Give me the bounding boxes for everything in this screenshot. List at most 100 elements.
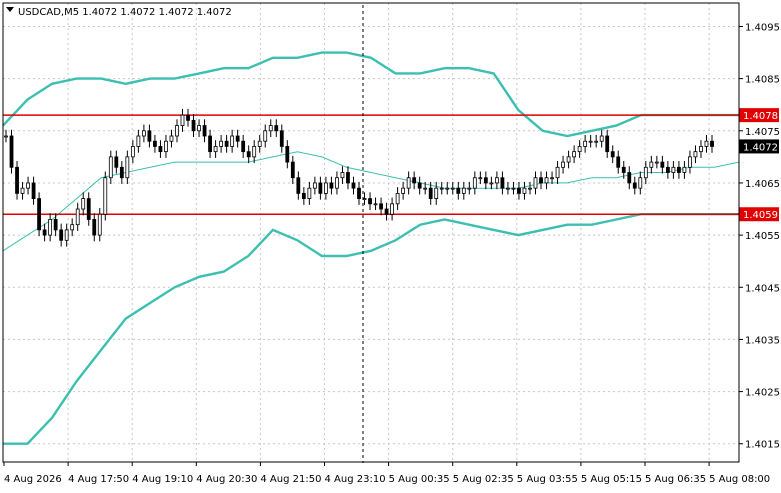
time-axis[interactable]: 4 Aug 2026 4 Aug 17:50 4 Aug 19:10 4 Aug 20… — [3, 462, 770, 485]
candle-body — [643, 166, 648, 179]
y-tick-label: 1.4085 — [745, 75, 780, 86]
candle-body — [494, 177, 499, 184]
candle-body — [390, 203, 394, 215]
candle-body — [539, 177, 543, 184]
candle-body — [379, 203, 383, 210]
candle-body — [119, 166, 124, 179]
candle-body — [544, 177, 549, 184]
x-tick-label: 5 Aug 03:55 — [517, 474, 578, 485]
candle-body — [368, 198, 372, 205]
candle-body — [445, 187, 450, 190]
candle-body — [141, 130, 146, 137]
x-tick-label: 5 Aug 00:35 — [389, 474, 450, 485]
candle-body — [605, 135, 610, 153]
candle-body — [42, 229, 47, 236]
candle-body — [682, 166, 687, 173]
candle-body — [406, 177, 411, 189]
plot-frame — [2, 2, 740, 463]
candle-body — [699, 146, 703, 153]
x-tick-label: 4 Aug 19:10 — [132, 474, 193, 485]
candle-body — [483, 177, 488, 184]
candle-body — [186, 114, 190, 121]
candle-body — [301, 192, 306, 199]
x-tick-label: 4 Aug 2026 — [4, 474, 62, 485]
y-tick-label: 1.4055 — [745, 231, 780, 242]
candle-body — [230, 135, 235, 147]
level-label-bg — [739, 207, 779, 222]
candle-body — [340, 172, 345, 179]
candle-body — [268, 125, 273, 132]
candle-body — [616, 156, 621, 168]
price-axis[interactable]: 1.41051.40951.40851.40751.40651.40551.40… — [739, 0, 780, 451]
level-label: 1.4078 — [743, 111, 778, 122]
candle-body — [710, 140, 714, 147]
candle-body — [654, 161, 659, 164]
candle-body — [594, 140, 599, 143]
candle-body — [610, 151, 615, 158]
candle-body — [114, 156, 119, 168]
candle-body — [290, 161, 295, 179]
candle-body — [324, 182, 328, 194]
dropdown-triangle-icon[interactable] — [6, 7, 14, 12]
candle-body — [130, 146, 135, 158]
candle-body — [136, 135, 141, 147]
candle-body — [9, 135, 14, 168]
candle-body — [439, 187, 444, 190]
candle-body — [158, 146, 163, 153]
level-label-bg — [739, 108, 779, 123]
symbol-label: USDCAD,M5 1.4072 1.4072 1.4072 1.4072 — [18, 7, 232, 18]
lower-band-line — [3, 212, 739, 445]
candle-body — [472, 177, 477, 189]
candle-body — [671, 166, 676, 173]
candle-body — [191, 119, 196, 132]
candle-body — [318, 182, 323, 194]
candle-body — [649, 161, 654, 168]
x-tick-label: 5 Aug 08:00 — [709, 474, 770, 485]
candle-body — [312, 182, 317, 189]
x-tick-label: 5 Aug 06:35 — [645, 474, 706, 485]
candle-body — [357, 187, 361, 199]
candle-body — [434, 187, 439, 199]
candle-body — [81, 198, 86, 210]
candle-body — [64, 229, 69, 241]
candle-body — [550, 177, 554, 180]
candle-body — [461, 187, 466, 194]
horizontal-levels[interactable]: 1.4078 1.4059 — [3, 108, 779, 222]
y-tick-label: 1.4045 — [745, 283, 780, 294]
candle-body — [346, 172, 350, 184]
candle-body — [213, 146, 218, 153]
candle-body — [401, 187, 406, 194]
candle-body — [197, 125, 201, 132]
x-tick-label: 4 Aug 23:10 — [325, 474, 386, 485]
candle-body — [274, 125, 279, 132]
candle-body — [48, 219, 53, 236]
candle-body — [4, 135, 8, 138]
candle-body — [511, 187, 516, 190]
candle-body — [693, 151, 698, 158]
candle-body — [423, 187, 428, 190]
level-label: 1.4059 — [743, 210, 778, 221]
candle-body — [621, 166, 626, 173]
candle-body — [599, 135, 604, 142]
candle-body — [153, 140, 157, 147]
candle-body — [75, 208, 80, 226]
candle-body — [70, 224, 75, 231]
y-tick-label: 1.4065 — [745, 179, 780, 190]
candle-body — [638, 177, 643, 189]
candlestick-series — [4, 108, 714, 247]
candle-body — [577, 146, 582, 153]
x-tick-label: 5 Aug 05:15 — [581, 474, 642, 485]
candle-body — [533, 177, 538, 189]
candle-body — [92, 219, 97, 236]
candle-body — [180, 114, 185, 126]
candle-body — [246, 151, 251, 158]
candle-body — [20, 187, 25, 194]
candle-body — [86, 198, 91, 220]
candle-body — [296, 177, 301, 194]
candle-body — [26, 182, 30, 189]
candle-body — [307, 187, 312, 199]
candle-body — [528, 187, 532, 190]
candle-body — [279, 130, 284, 147]
